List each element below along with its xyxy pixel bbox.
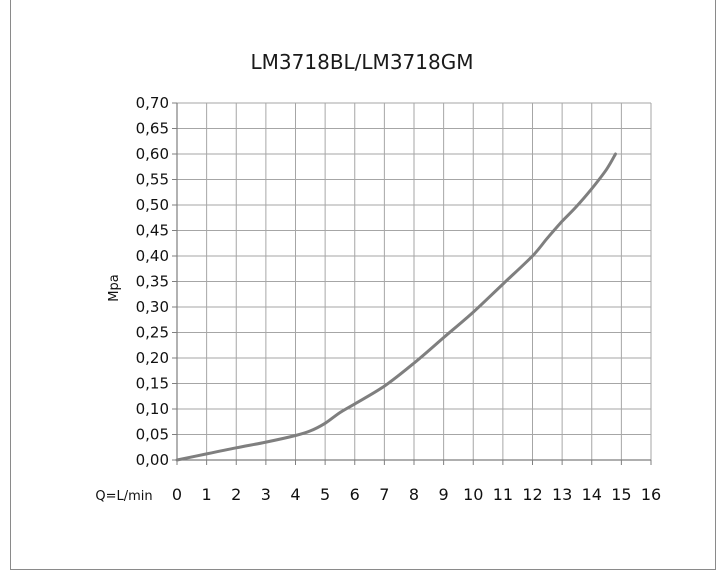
chart-frame (10, 0, 716, 570)
x-tick-labels: 0 1 2 3 4 5 6 7 8 9 10 11 12 13 14 15 16 (172, 485, 661, 504)
x-tick-label: 0 (172, 485, 182, 504)
chart-title: LM3718BL/LM3718GM (251, 50, 474, 74)
y-tick-label: 0,00 (136, 451, 169, 469)
x-tick-label: 16 (641, 485, 661, 504)
x-axis-label: Q=L/min (95, 489, 152, 504)
x-tick-label: 9 (439, 485, 449, 504)
y-tick-label: 0,05 (136, 426, 169, 444)
x-tick-label: 1 (202, 485, 212, 504)
x-tick-label: 3 (261, 485, 271, 504)
y-tick-label: 0,65 (136, 120, 169, 138)
y-tick-label: 0,50 (136, 196, 169, 214)
x-tick-label: 8 (409, 485, 419, 504)
x-tick-label: 2 (231, 485, 241, 504)
x-tick-label: 4 (290, 485, 300, 504)
y-tick-label: 0,20 (136, 349, 169, 367)
y-tick-label: 0,45 (136, 222, 169, 240)
x-tick-label: 5 (320, 485, 330, 504)
x-tick-label: 15 (611, 485, 631, 504)
grid (176, 102, 652, 461)
y-tick-label: 0,30 (136, 298, 169, 316)
x-tick-label: 12 (522, 485, 542, 504)
x-tick-label: 6 (350, 485, 360, 504)
y-tick-labels: 0,00 0,05 0,10 0,15 0,20 0,25 0,30 0,35 0,40 0,45… (136, 94, 169, 469)
y-tick-label: 0,70 (136, 94, 169, 112)
y-tick-label: 0,25 (136, 324, 169, 342)
x-tick-label: 14 (582, 485, 602, 504)
y-axis-label: Mpa (107, 274, 122, 301)
y-tick-label: 0,35 (136, 273, 169, 291)
x-tick-label: 13 (552, 485, 572, 504)
y-tick-label: 0,55 (136, 171, 169, 189)
y-tick-label: 0,40 (136, 247, 169, 265)
y-tick-label: 0,15 (136, 375, 169, 393)
x-tick-label: 10 (463, 485, 483, 504)
y-tick-label: 0,10 (136, 400, 169, 418)
axes (172, 102, 652, 465)
x-tick-label: 7 (379, 485, 389, 504)
series-line (175, 152, 617, 462)
y-tick-label: 0,60 (136, 145, 169, 163)
x-tick-label: 11 (493, 485, 513, 504)
